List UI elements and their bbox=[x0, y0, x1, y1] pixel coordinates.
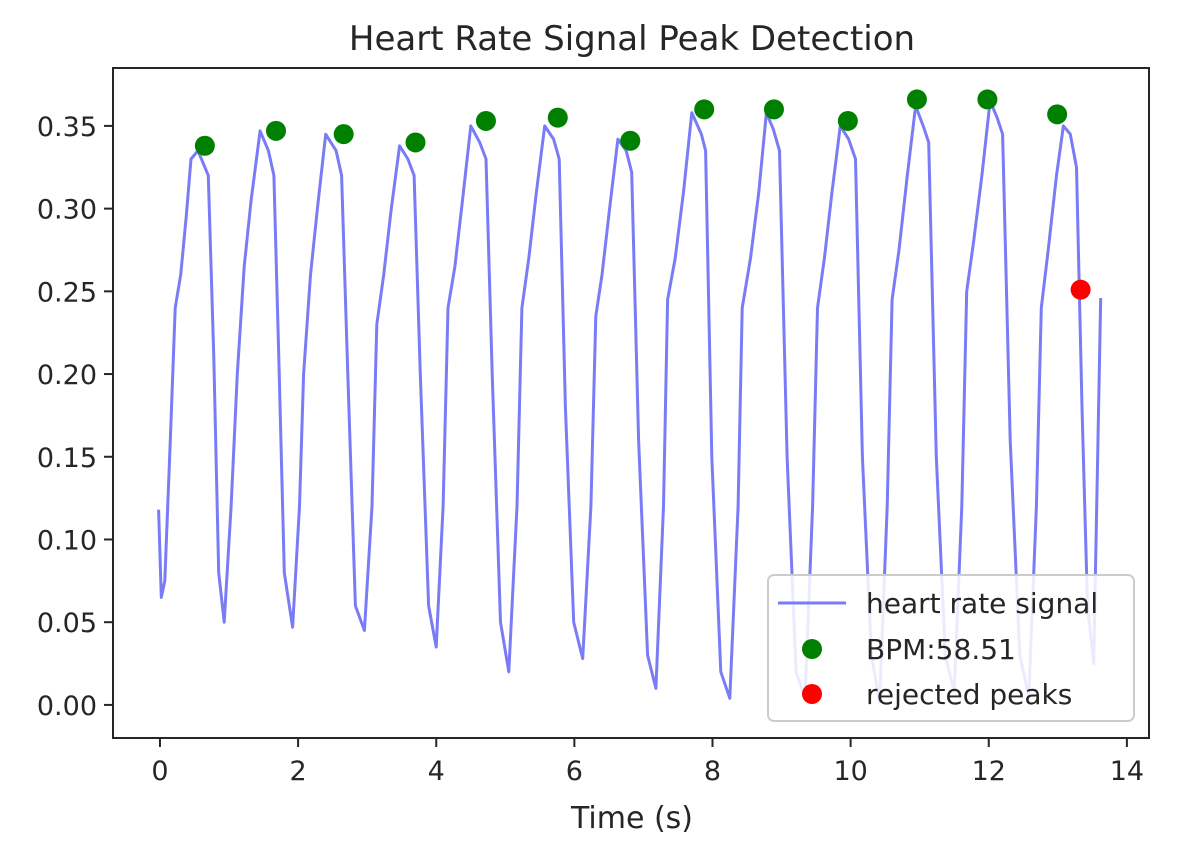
y-tick-label: 0.05 bbox=[37, 608, 97, 639]
accepted-peak-point bbox=[620, 130, 641, 151]
legend-label: rejected peaks bbox=[866, 678, 1072, 711]
legend-frame bbox=[767, 574, 1135, 722]
y-tick-label: 0.20 bbox=[37, 360, 97, 391]
accepted-peak-point bbox=[694, 99, 715, 120]
y-tick-label: 0.25 bbox=[37, 277, 97, 308]
x-tick-label: 2 bbox=[290, 756, 307, 787]
accepted-peak-point bbox=[265, 120, 286, 141]
x-tick-label: 14 bbox=[1110, 756, 1144, 787]
accepted-peak-point bbox=[906, 89, 927, 110]
x-tick-label: 12 bbox=[972, 756, 1006, 787]
legend-green-dot-swatch bbox=[802, 639, 822, 659]
y-tick-label: 0.15 bbox=[37, 443, 97, 474]
y-tick-label: 0.10 bbox=[37, 525, 97, 556]
x-axis-label: Time (s) bbox=[570, 801, 693, 836]
accepted-peak-point bbox=[837, 110, 858, 131]
chart-title: Heart Rate Signal Peak Detection bbox=[349, 19, 915, 59]
legend-label: BPM:58.51 bbox=[866, 633, 1016, 666]
legend: heart rate signal BPM:58.51 rejected peaks bbox=[767, 574, 1135, 722]
accepted-peak-point bbox=[405, 132, 426, 153]
accepted-peak-point bbox=[977, 89, 998, 110]
accepted-peak-point bbox=[333, 124, 354, 145]
legend-label: heart rate signal bbox=[866, 587, 1098, 620]
y-tick-label: 0.00 bbox=[37, 691, 97, 722]
x-tick-label: 0 bbox=[151, 756, 168, 787]
accepted-peak-point bbox=[763, 99, 784, 120]
y-tick-label: 0.30 bbox=[37, 195, 97, 226]
accepted-peak-point bbox=[475, 110, 496, 131]
legend-red-dot-swatch bbox=[802, 684, 822, 704]
accepted-peak-point bbox=[194, 135, 215, 156]
x-axis: 0 2 4 6 8 10 12 14 bbox=[151, 738, 1144, 787]
axes-frame bbox=[112, 67, 1150, 739]
y-axis: 0.00 0.05 0.10 0.15 0.20 0.25 0.30 0.35 bbox=[37, 112, 113, 722]
x-tick-label: 10 bbox=[833, 756, 867, 787]
accepted-peak-point bbox=[547, 107, 568, 128]
y-tick-label: 0.35 bbox=[37, 112, 97, 143]
x-tick-label: 6 bbox=[566, 756, 583, 787]
accepted-peak-point bbox=[1047, 104, 1068, 125]
x-tick-label: 8 bbox=[704, 756, 721, 787]
rejected-peak-point bbox=[1070, 279, 1091, 300]
x-tick-label: 4 bbox=[428, 756, 445, 787]
